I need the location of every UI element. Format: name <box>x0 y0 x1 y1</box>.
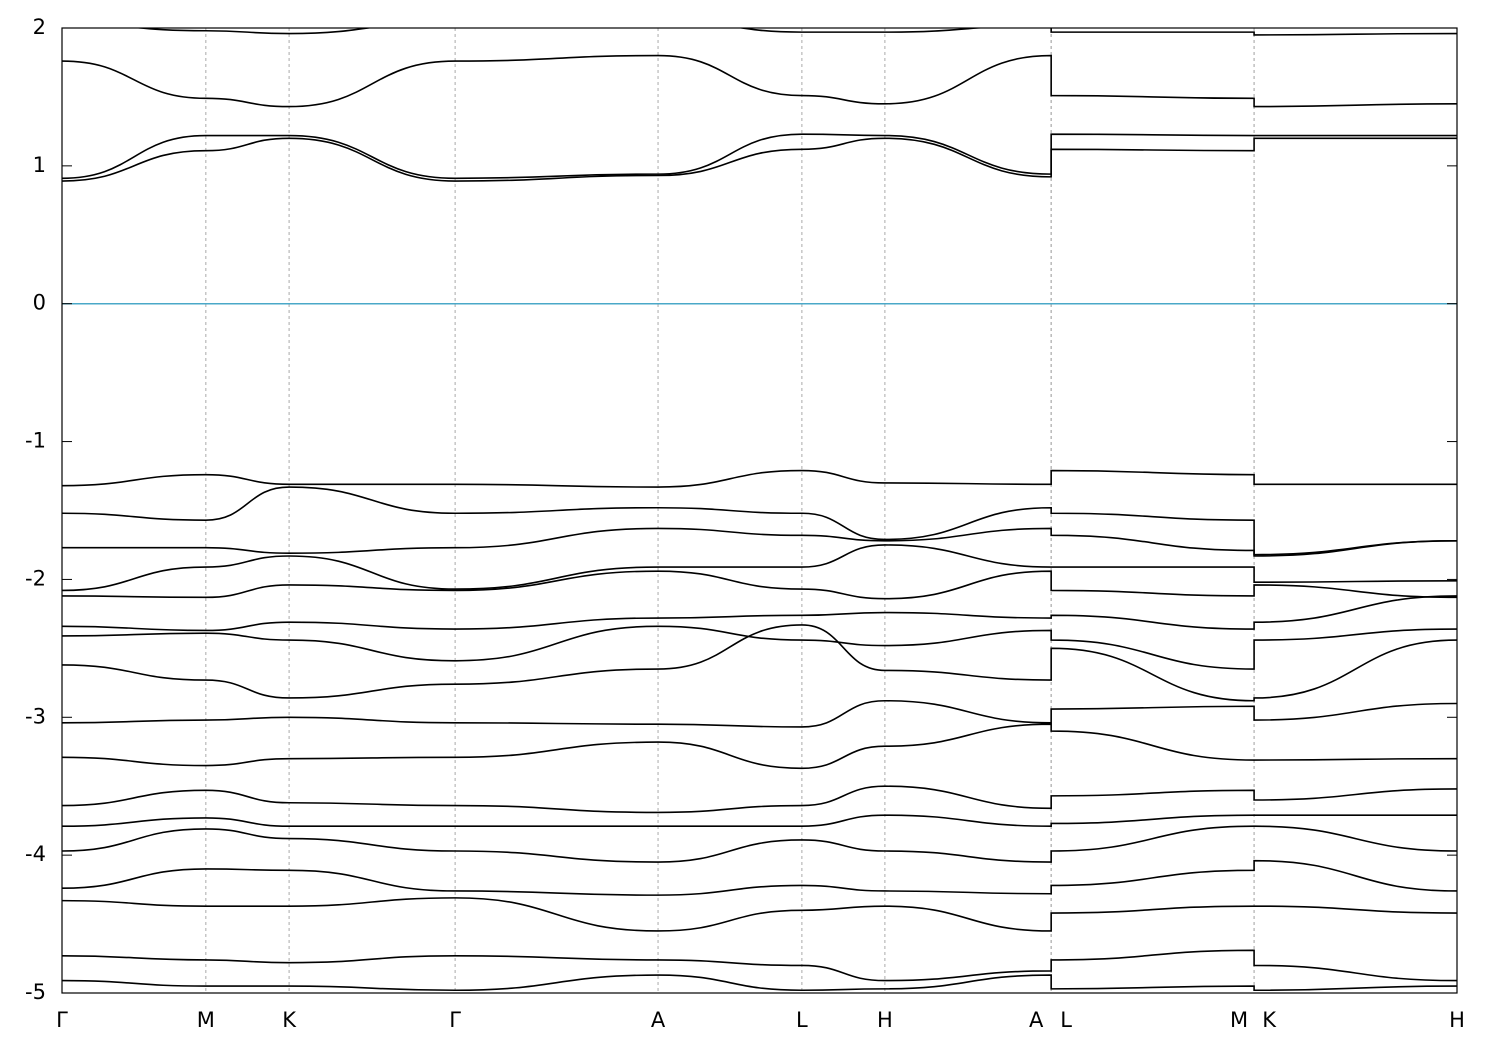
bands <box>62 28 1457 992</box>
band-line <box>62 859 1457 896</box>
x-tick-label: A <box>651 1008 666 1032</box>
band-line <box>62 825 1457 863</box>
x-tick-label: H <box>877 1008 893 1032</box>
x-tick-label: Γ <box>449 1008 461 1032</box>
x-tick-label: Γ <box>56 1008 68 1032</box>
band-line <box>132 28 1457 36</box>
band-line <box>62 785 1457 814</box>
y-tick-label: 0 <box>33 291 46 315</box>
band-line <box>62 544 1457 592</box>
x-tick-label: M <box>1230 1008 1248 1032</box>
x-tick-label: K <box>282 1008 297 1032</box>
band-line <box>62 723 1457 770</box>
band-line <box>62 133 1457 180</box>
x-tick-label: H <box>1449 1008 1465 1032</box>
y-tick-label: -1 <box>25 429 46 453</box>
band-line <box>62 527 1457 557</box>
x-tick-label: M <box>197 1008 215 1032</box>
band-line <box>62 54 1457 108</box>
band-line <box>62 625 1457 670</box>
band-line <box>62 949 1457 982</box>
y-tick-label: -4 <box>25 842 46 866</box>
band-line <box>62 974 1457 992</box>
band-line <box>62 486 1457 556</box>
y-tick-label: -2 <box>25 566 46 590</box>
y-tick-label: 2 <box>33 15 46 39</box>
y-tick-label: 1 <box>33 153 46 177</box>
band-line <box>62 595 1457 632</box>
band-line <box>62 814 1457 827</box>
y-tick-label: -3 <box>25 704 46 728</box>
x-tick-label: L <box>1060 1008 1072 1032</box>
grid <box>62 28 1457 993</box>
x-tick-label: L <box>796 1008 808 1032</box>
plot-frame <box>61 27 1458 994</box>
band-line <box>62 897 1457 932</box>
x-tick-label: A <box>1029 1008 1044 1032</box>
band-line <box>62 137 1457 182</box>
x-tick-label: K <box>1262 1008 1277 1032</box>
band-line <box>62 570 1457 600</box>
band-line <box>62 699 1457 728</box>
y-tick-label: -5 <box>25 980 46 1004</box>
band-line <box>62 624 1457 702</box>
band-line <box>62 469 1457 488</box>
